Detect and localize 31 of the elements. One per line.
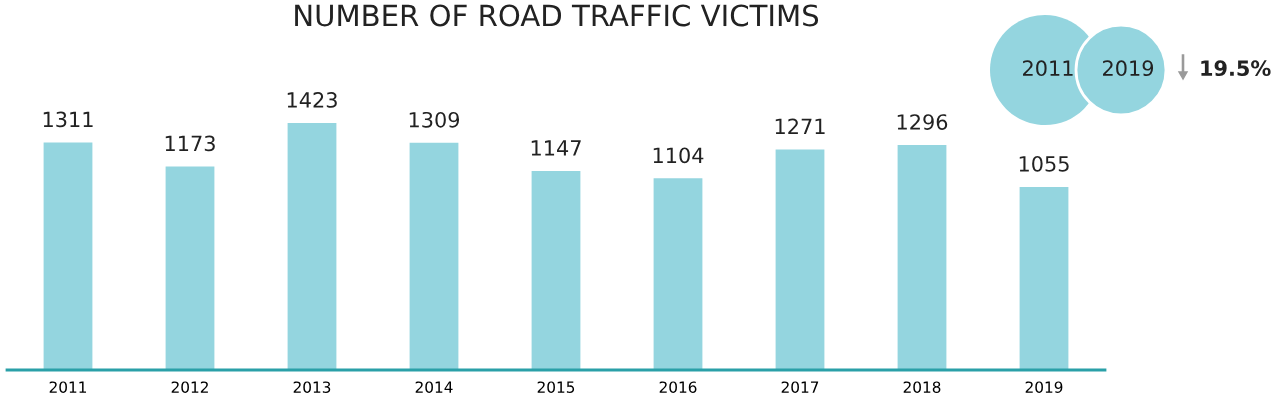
data-label: 1147	[531, 140, 581, 156]
bar	[1019, 186, 1069, 370]
x-tick-label: 2011	[49, 381, 87, 393]
bar	[531, 170, 581, 370]
data-label: 1104	[653, 147, 704, 164]
x-tick-label: 2013	[293, 381, 331, 393]
data-label: 1271	[775, 118, 825, 134]
bar	[43, 142, 93, 370]
x-tick-label: 2015	[537, 381, 575, 393]
x-tick-label: 2016	[659, 381, 697, 393]
bar	[775, 149, 825, 370]
text: 19.5%	[1201, 60, 1271, 77]
bar	[897, 145, 947, 370]
text: 2011	[1023, 60, 1073, 77]
x-tick-label: 2019	[1025, 381, 1063, 393]
x-tick-label: 2012	[171, 381, 208, 393]
bar	[287, 123, 337, 370]
chart-title: NUMBER OF ROAD TRAFFIC VICTIMS	[295, 4, 819, 27]
data-label: 1309	[409, 111, 460, 128]
text: 2019	[1103, 60, 1154, 77]
bar	[653, 178, 703, 370]
data-label: 1296	[897, 114, 948, 130]
data-label: 1423	[287, 92, 337, 108]
bar	[165, 166, 215, 370]
x-tick-label: 2017	[781, 381, 819, 393]
data-label: 1173	[165, 135, 215, 152]
data-label: 1311	[43, 111, 93, 128]
x-tick-label: 2018	[903, 381, 941, 393]
bar	[409, 142, 459, 370]
data-label: 1055	[1019, 155, 1069, 172]
x-tick-label: 2014	[415, 381, 453, 393]
